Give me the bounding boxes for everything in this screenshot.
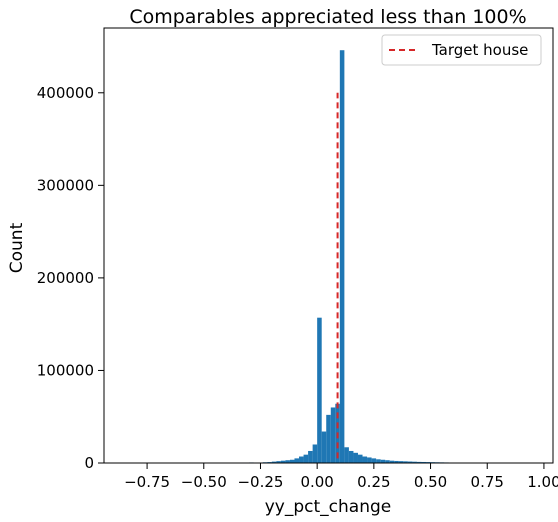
histogram-bar — [380, 459, 386, 463]
histogram-bar — [276, 461, 281, 463]
histogram-bar — [385, 460, 390, 463]
histogram-bar — [362, 456, 368, 463]
histogram-bar — [357, 454, 363, 463]
histogram-bar — [353, 452, 358, 463]
x-tick-label: 0.75 — [471, 473, 504, 491]
legend-box — [381, 34, 542, 66]
y-axis-ticks: 0 100000 200000 300000 400000 — [37, 84, 104, 472]
histogram-bar — [403, 461, 408, 463]
histogram-bar — [317, 317, 322, 463]
histogram-bar — [394, 460, 399, 463]
histogram-bar — [308, 450, 313, 463]
histogram-bar — [371, 458, 377, 463]
histogram-bar — [299, 456, 304, 463]
histogram-bar — [398, 461, 404, 463]
histogram-bar — [312, 444, 318, 463]
histogram-bar — [376, 459, 381, 463]
x-axis-label: yy_pct_change — [265, 497, 392, 517]
histogram-bar — [412, 461, 417, 463]
x-tick-label: −0.25 — [237, 473, 283, 491]
histogram-bar — [339, 50, 345, 464]
x-axis-ticks: −0.75 −0.50 −0.25 0.00 0.25 0.50 0.75 1.00 — [124, 463, 558, 491]
histogram-bars — [113, 50, 544, 464]
plot-frame — [103, 27, 554, 464]
y-tick-label: 0 — [84, 454, 94, 472]
histogram-bar — [367, 457, 372, 463]
histogram-bar — [285, 460, 290, 463]
histogram-bar — [421, 461, 427, 463]
y-tick-label: 200000 — [37, 269, 94, 287]
x-tick-label: 1.00 — [527, 473, 558, 491]
histogram-bar — [330, 407, 336, 463]
y-tick-label: 400000 — [37, 84, 94, 102]
histogram-bar — [289, 459, 295, 463]
x-tick-label: −0.75 — [124, 473, 170, 491]
histogram-bar — [321, 431, 327, 463]
histogram-bar — [416, 461, 422, 463]
x-tick-label: 0.50 — [414, 473, 447, 491]
x-tick-label: 0.25 — [357, 473, 390, 491]
histogram-bar — [271, 461, 277, 463]
x-tick-label: 0.00 — [300, 473, 333, 491]
histogram-bar — [344, 447, 349, 463]
x-tick-label: −0.50 — [181, 473, 227, 491]
y-tick-label: 300000 — [37, 176, 94, 194]
histogram-bar — [326, 414, 331, 463]
histogram-bar — [280, 460, 286, 463]
y-axis-label: Count — [7, 222, 27, 273]
histogram-bar — [294, 458, 300, 463]
y-tick-label: 100000 — [37, 361, 94, 379]
histogram-bar — [348, 450, 354, 463]
legend-label-target-house: Target house — [431, 41, 528, 59]
chart-title: Comparables appreciated less than 100% — [129, 6, 526, 28]
histogram-bar — [389, 460, 395, 463]
legend: Target house — [381, 34, 542, 66]
histogram-bar — [407, 461, 413, 463]
histogram-bar — [303, 454, 309, 463]
